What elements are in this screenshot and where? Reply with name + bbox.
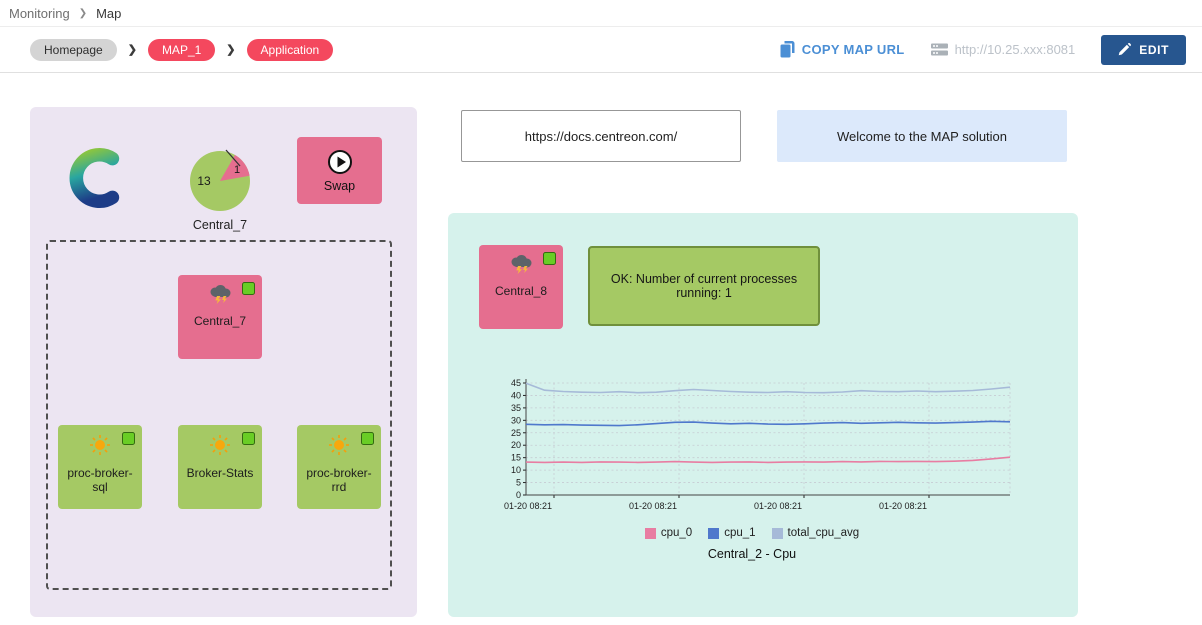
status-ok-square: [242, 432, 255, 445]
chevron-right-icon: ❯: [78, 7, 88, 19]
chip-homepage[interactable]: Homepage: [30, 38, 117, 61]
node-proc-broker-rrd[interactable]: proc-broker-rrd: [297, 425, 381, 509]
svg-text:45: 45: [511, 378, 521, 388]
svg-text:01-20 08:21: 01-20 08:21: [629, 501, 677, 511]
gauge-widget-central7[interactable]: 13 1 Central_7: [176, 143, 264, 232]
edit-button-label: EDIT: [1139, 42, 1169, 57]
play-icon: [327, 149, 352, 174]
left-widget-panel: 13 1 Central_7 Swap Central_: [30, 107, 417, 617]
svg-text:20: 20: [511, 440, 521, 450]
node-broker-stats[interactable]: Broker-Stats: [178, 425, 262, 509]
toolbar-right: COPY MAP URL http://10.25.xxx:8081: [780, 34, 1186, 65]
status-ok-square: [242, 282, 255, 295]
process-status-box: OK: Number of current processes running:…: [588, 246, 820, 326]
legend-item: cpu_1: [708, 527, 756, 539]
legend-label: total_cpu_avg: [787, 527, 860, 539]
breadcrumb-monitoring[interactable]: Monitoring: [9, 5, 70, 21]
node-label: Central_7: [193, 314, 247, 328]
breadcrumb: Monitoring ❯ Map: [0, 0, 1202, 26]
svg-text:35: 35: [511, 403, 521, 413]
gauge-label: Central_7: [192, 218, 248, 232]
svg-text:01-20 08:21: 01-20 08:21: [879, 501, 927, 511]
centreon-logo: [62, 147, 126, 214]
pencil-icon: [1118, 43, 1132, 56]
svg-text:01-20 08:21: 01-20 08:21: [754, 501, 802, 511]
legend-item: cpu_0: [644, 527, 693, 539]
docs-link-widget[interactable]: https://docs.centreon.com/: [461, 110, 741, 162]
status-ok-square: [543, 252, 556, 265]
svg-text:40: 40: [511, 390, 521, 400]
svg-text:5: 5: [516, 478, 521, 488]
map-breadcrumb-chips: Homepage ❯ MAP_1 ❯ Application: [30, 38, 334, 61]
pie-chart: 13 1: [190, 149, 250, 211]
legend-item: total_cpu_avg: [771, 527, 860, 539]
legend-swatch: [708, 527, 720, 539]
chart-legend: cpu_0 cpu_1 total_cpu_avg: [490, 527, 1014, 539]
right-widget-panel: Central_8 OK: Number of current processe…: [448, 213, 1078, 617]
server-url-text: http://10.25.xxx:8081: [954, 42, 1076, 57]
status-ok-square: [122, 432, 135, 445]
chevron-right-icon: ❯: [127, 44, 137, 56]
edit-button[interactable]: EDIT: [1101, 34, 1186, 65]
legend-swatch: [771, 527, 783, 539]
legend-swatch: [644, 527, 656, 539]
svg-text:10: 10: [511, 465, 521, 475]
sun-icon: [329, 435, 349, 455]
copy-icon: [780, 41, 795, 58]
svg-text:30: 30: [511, 415, 521, 425]
dashed-group-container: [46, 240, 392, 590]
svg-text:01-20 08:21: 01-20 08:21: [504, 501, 552, 511]
node-label: Central_8: [494, 284, 548, 298]
welcome-widget: Welcome to the MAP solution: [777, 110, 1067, 162]
chip-map-1[interactable]: MAP_1: [147, 38, 216, 61]
pie-main-value: 13: [197, 174, 211, 188]
swap-label: Swap: [323, 178, 356, 193]
chart-title: Central_2 - Cpu: [707, 547, 797, 561]
node-proc-broker-sql[interactable]: proc-broker-sql: [58, 425, 142, 509]
breadcrumb-map: Map: [96, 5, 122, 21]
svg-text:0: 0: [516, 490, 521, 500]
legend-label: cpu_0: [660, 527, 693, 539]
legend-label: cpu_1: [724, 527, 756, 539]
swap-widget[interactable]: Swap: [297, 137, 382, 204]
copy-map-url-label: COPY MAP URL: [801, 42, 905, 57]
chevron-right-icon: ❯: [226, 44, 236, 56]
node-central7[interactable]: Central_7: [178, 275, 262, 359]
node-label: proc-broker-rrd: [306, 466, 372, 495]
sun-icon: [90, 435, 110, 455]
svg-text:15: 15: [511, 453, 521, 463]
svg-text:25: 25: [511, 428, 521, 438]
copy-map-url-button[interactable]: COPY MAP URL: [780, 41, 905, 58]
node-central8[interactable]: Central_8: [479, 245, 563, 329]
cpu-chart: 0 5 10 15 20 25 30 35 40 45 01-20 08:21 01-20 08:21…: [504, 378, 1011, 511]
storm-cloud-icon: [210, 285, 231, 304]
map-toolbar: Homepage ❯ MAP_1 ❯ Application COPY MAP …: [0, 26, 1202, 73]
node-label: proc-broker-sql: [67, 466, 133, 495]
storm-cloud-icon: [511, 255, 532, 274]
node-label: Broker-Stats: [186, 466, 254, 480]
server-url: http://10.25.xxx:8081: [930, 42, 1076, 57]
cpu-chart-widget: 0 5 10 15 20 25 30 35 40 45 01-20 08:21 01-20 08:21…: [490, 373, 1014, 561]
server-icon: [930, 43, 948, 56]
sun-icon: [210, 435, 230, 455]
pie-slice-label: 1: [234, 164, 240, 176]
chip-application[interactable]: Application: [246, 38, 334, 61]
status-ok-square: [361, 432, 374, 445]
